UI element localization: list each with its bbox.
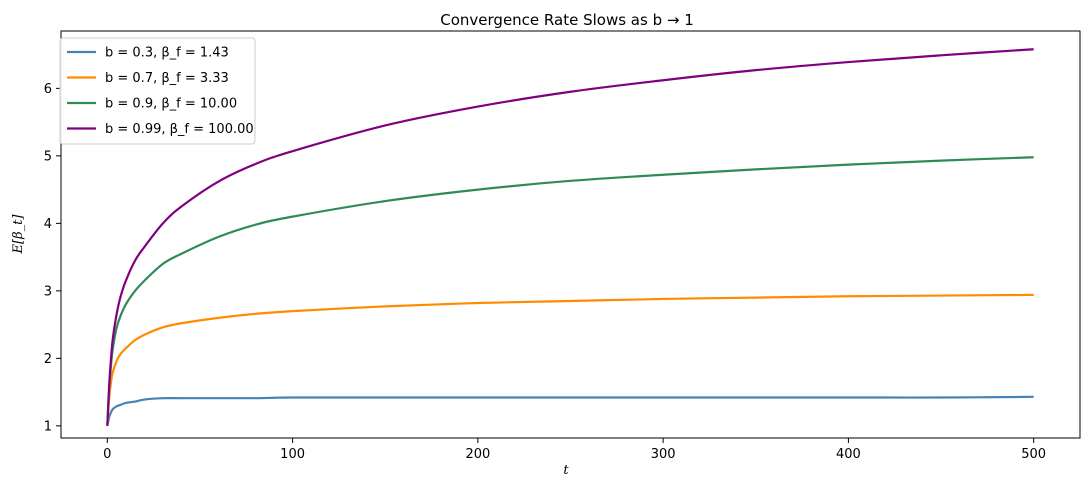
y-axis: 1 2 3 4 5 6 <box>44 82 61 434</box>
series-line-1 <box>106 293 1034 426</box>
plot-area-frame <box>60 30 1081 439</box>
x-tick-label: 400 <box>836 447 861 462</box>
x-tick-label: 200 <box>465 447 490 462</box>
legend: b = 0.3, β_f = 1.43 b = 0.7, β_f = 3.33 b … <box>59 37 256 145</box>
legend-label-1: b = 0.7, β_f = 3.33 <box>105 71 229 86</box>
x-axis-label: t <box>563 463 569 478</box>
x-tick-label: 100 <box>280 447 305 462</box>
y-tick-label: 4 <box>44 217 52 232</box>
legend-label-0: b = 0.3, β_f = 1.43 <box>105 46 229 61</box>
legend-label-3: b = 0.99, β_f = 100.00 <box>105 122 254 137</box>
series-line-2 <box>106 156 1034 426</box>
series-line-0 <box>106 395 1034 427</box>
y-tick-label: 1 <box>44 419 52 434</box>
legend-box <box>59 37 256 145</box>
x-tick-label: 0 <box>103 447 111 462</box>
legend-label-2: b = 0.9, β_f = 10.00 <box>105 97 237 112</box>
y-axis-label: E[β_t] <box>11 214 26 255</box>
chart-title: Convergence Rate Slows as b → 1 <box>440 11 694 29</box>
y-tick-label: 6 <box>44 82 52 97</box>
x-tick-label: 300 <box>651 447 676 462</box>
y-tick-label: 3 <box>44 284 52 299</box>
series-line-3 <box>106 48 1034 426</box>
series-lines <box>106 48 1034 427</box>
y-tick-label: 5 <box>44 149 52 164</box>
y-tick-label: 2 <box>44 352 52 367</box>
x-axis: 0 100 200 300 400 500 <box>103 438 1046 462</box>
x-tick-label: 500 <box>1021 447 1046 462</box>
